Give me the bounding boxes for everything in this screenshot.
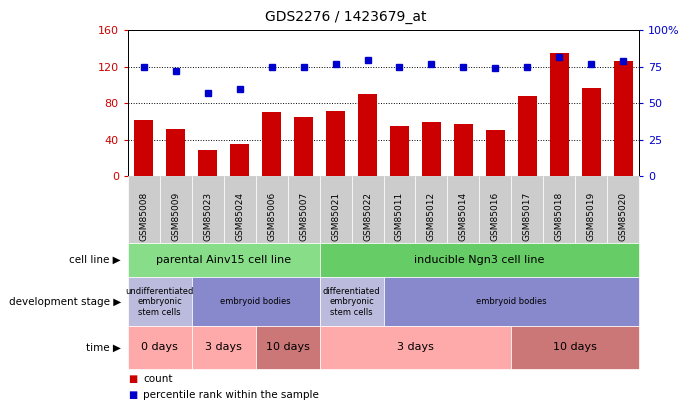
Text: GSM85007: GSM85007 [299, 192, 308, 241]
Text: 10 days: 10 days [266, 342, 310, 352]
Text: percentile rank within the sample: percentile rank within the sample [143, 390, 319, 400]
Bar [358, 94, 377, 176]
Bar [134, 120, 153, 176]
Text: GSM85011: GSM85011 [395, 192, 404, 241]
Bar [230, 144, 249, 176]
Text: GSM85009: GSM85009 [171, 192, 180, 241]
Bar [262, 112, 281, 176]
Bar [198, 150, 217, 176]
Text: 0 days: 0 days [142, 342, 178, 352]
Text: cell line ▶: cell line ▶ [69, 255, 121, 265]
Text: GSM85017: GSM85017 [523, 192, 532, 241]
Text: GSM85012: GSM85012 [427, 192, 436, 241]
Text: development stage ▶: development stage ▶ [9, 297, 121, 307]
Text: GDS2276 / 1423679_at: GDS2276 / 1423679_at [265, 10, 426, 24]
Text: GSM85008: GSM85008 [140, 192, 149, 241]
Text: 3 days: 3 days [397, 342, 434, 352]
Text: parental Ainv15 cell line: parental Ainv15 cell line [156, 255, 292, 265]
Text: ■: ■ [128, 390, 137, 400]
Text: GSM85014: GSM85014 [459, 192, 468, 241]
Bar [326, 111, 345, 176]
Text: GSM85021: GSM85021 [331, 192, 340, 241]
Text: GSM85006: GSM85006 [267, 192, 276, 241]
Text: time ▶: time ▶ [86, 342, 121, 352]
Text: GSM85022: GSM85022 [363, 192, 372, 241]
Bar [550, 53, 569, 176]
Text: GSM85024: GSM85024 [235, 192, 244, 241]
Bar [422, 122, 441, 176]
Bar [166, 129, 185, 176]
Text: embryoid bodies: embryoid bodies [476, 297, 547, 306]
Text: GSM85019: GSM85019 [587, 192, 596, 241]
Text: inducible Ngn3 cell line: inducible Ngn3 cell line [414, 255, 545, 265]
Text: count: count [143, 374, 173, 384]
Text: 10 days: 10 days [553, 342, 597, 352]
Text: GSM85023: GSM85023 [203, 192, 212, 241]
Bar [454, 124, 473, 176]
Bar [390, 126, 409, 176]
Text: ■: ■ [128, 374, 137, 384]
Bar [294, 117, 313, 176]
Bar [582, 88, 601, 176]
Text: undifferentiated
embryonic
stem cells: undifferentiated embryonic stem cells [126, 287, 194, 317]
Text: GSM85016: GSM85016 [491, 192, 500, 241]
Bar [614, 62, 633, 176]
Text: differentiated
embryonic
stem cells: differentiated embryonic stem cells [323, 287, 380, 317]
Bar [486, 130, 505, 176]
Text: 3 days: 3 days [205, 342, 242, 352]
Text: GSM85020: GSM85020 [618, 192, 627, 241]
Text: GSM85018: GSM85018 [555, 192, 564, 241]
Text: embryoid bodies: embryoid bodies [220, 297, 291, 306]
Bar [518, 96, 537, 176]
